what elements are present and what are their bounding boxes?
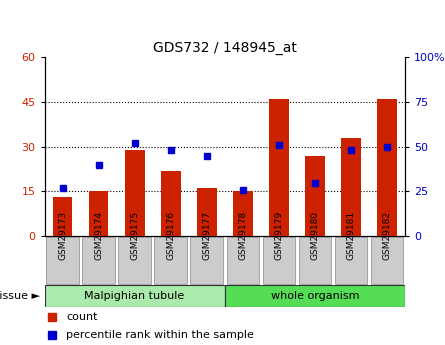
Bar [125, 150, 145, 236]
Bar [161, 170, 181, 236]
Text: GSM29179: GSM29179 [274, 211, 283, 260]
Text: GSM29181: GSM29181 [346, 211, 356, 260]
Text: percentile rank within the sample: percentile rank within the sample [66, 330, 254, 339]
FancyBboxPatch shape [118, 237, 151, 284]
Text: count: count [66, 313, 97, 322]
Bar [305, 156, 325, 236]
FancyBboxPatch shape [82, 237, 115, 284]
Text: GSM29178: GSM29178 [238, 211, 247, 260]
Text: Malpighian tubule: Malpighian tubule [85, 291, 185, 301]
FancyBboxPatch shape [263, 237, 295, 284]
Text: GSM29175: GSM29175 [130, 211, 139, 260]
Bar [341, 138, 361, 236]
Bar [269, 99, 289, 236]
Bar [233, 191, 253, 236]
Bar [53, 197, 73, 236]
Text: GSM29174: GSM29174 [94, 211, 103, 260]
FancyBboxPatch shape [335, 237, 367, 284]
Bar [89, 191, 109, 236]
FancyBboxPatch shape [227, 237, 259, 284]
FancyBboxPatch shape [154, 237, 187, 284]
Bar [225, 285, 405, 307]
Text: GSM29173: GSM29173 [58, 211, 67, 260]
Title: GDS732 / 148945_at: GDS732 / 148945_at [153, 40, 297, 55]
Text: GSM29180: GSM29180 [310, 211, 320, 260]
FancyBboxPatch shape [190, 237, 223, 284]
FancyBboxPatch shape [46, 237, 79, 284]
Bar [197, 188, 217, 236]
Text: whole organism: whole organism [271, 291, 359, 301]
Bar [44, 285, 225, 307]
Text: GSM29182: GSM29182 [382, 211, 392, 260]
Bar [377, 99, 397, 236]
FancyBboxPatch shape [299, 237, 331, 284]
Text: GSM29176: GSM29176 [166, 211, 175, 260]
Text: tissue ►: tissue ► [0, 291, 40, 301]
Text: GSM29177: GSM29177 [202, 211, 211, 260]
FancyBboxPatch shape [371, 237, 403, 284]
